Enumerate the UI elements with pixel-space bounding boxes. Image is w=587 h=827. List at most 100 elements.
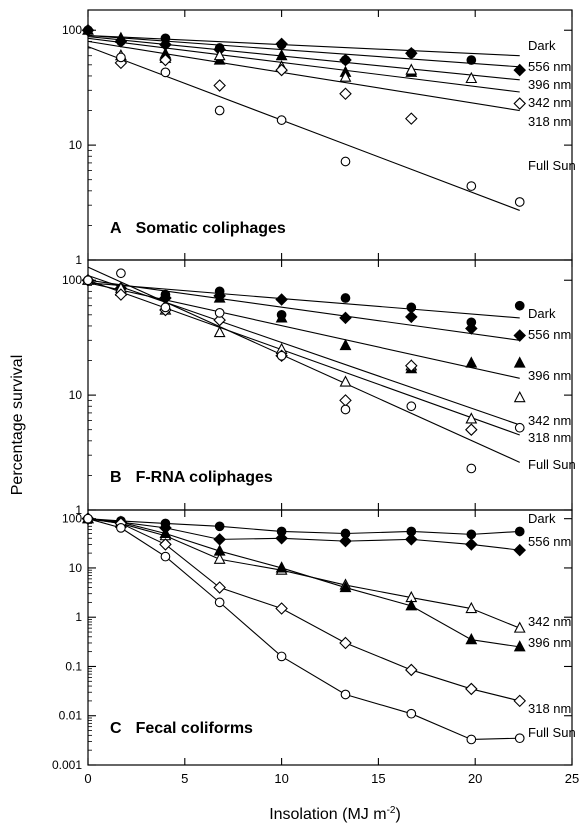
panel-title-text: Somatic coliphages [136,220,286,237]
data-point [275,63,288,77]
data-point [465,322,478,335]
series-label: Full Sun [528,158,576,173]
data-point [213,325,226,338]
data-point [159,53,172,67]
series-label: 396 nm [528,77,571,92]
fit-line [87,279,520,341]
series-556-nm [81,23,527,77]
y-tick-label: 100 [62,273,82,287]
data-point [275,532,288,545]
series-label: 556 nm [528,327,571,342]
panel-title: C Fecal coliforms [110,720,253,737]
data-point [115,31,127,43]
fit-line [87,34,520,68]
series-full-sun [83,513,525,745]
data-point [406,708,417,719]
x-axis-label-text: Insolation (MJ m [269,806,386,823]
data-point [275,293,288,306]
x-axis-label: Insolation (MJ m-2) [269,805,401,823]
data-point [513,63,527,77]
series-label: Full Sun [528,725,576,740]
panel-title: A Somatic coliphages [110,220,286,237]
series-label: 342 nm [528,413,571,428]
data-point [513,543,527,557]
fit-line [87,274,520,426]
data-point [405,533,418,546]
data-point [339,53,352,67]
data-point [160,67,171,78]
series-line [87,518,520,702]
y-tick-label: 0.01 [59,709,83,723]
series-dark [83,275,525,328]
data-point [214,521,225,532]
data-point [339,87,352,101]
series-label: Full Sun [528,457,576,472]
data-point [466,181,477,191]
plot-frame [87,509,573,766]
data-point [466,463,477,474]
fit-line [87,279,520,436]
y-tick-label: 1 [75,253,82,267]
panel-b: 1 10 100 Dark 556 nm 396 nm 342 nm 318 nm Full S… [62,259,576,517]
data-point [405,310,418,324]
data-point [340,404,351,415]
data-point [213,49,226,61]
data-point [275,311,288,323]
data-point [339,375,352,387]
series-396-nm [82,23,418,77]
data-point [513,97,527,110]
y-tick-label: 10 [69,561,83,575]
data-point [466,529,477,540]
data-point [465,356,478,368]
data-point [213,79,226,92]
data-point [513,329,527,342]
data-point [406,401,417,412]
data-point [513,694,527,708]
fit-line [87,37,520,93]
y-tick-label: 100 [62,23,82,37]
series-556-nm [81,512,527,557]
data-point [276,651,287,662]
y-tick-label: 10 [69,138,83,152]
data-point [82,23,94,35]
data-point [340,293,351,303]
y-tick-label: 0.001 [52,758,82,772]
data-point [83,513,93,524]
fit-line [87,40,520,112]
data-point [339,394,352,407]
data-point [116,268,126,279]
data-point [465,601,478,614]
series-full-sun [83,268,525,474]
series-556-nm [81,273,527,342]
panel-letter: A [110,220,122,237]
data-point [339,534,352,548]
data-point [513,621,526,633]
data-point [514,197,525,207]
data-point [405,663,418,677]
series-318-nm [114,53,527,125]
data-point [276,350,287,361]
y-axis-label: Percentage survival [9,355,26,496]
fit-line [87,282,520,379]
x-tick-label: 15 [371,771,385,786]
data-point [513,390,526,403]
fit-line [87,282,520,319]
data-point [465,682,478,696]
series-line [87,518,520,629]
data-point [340,689,351,700]
data-point [160,551,171,562]
data-point [514,422,525,433]
data-point [513,356,526,368]
panel-a: 1 10 100 Dark 556 nm 396 nm 342 nm 318 nm Full S… [62,9,576,267]
x-tick-label: 20 [468,771,482,786]
x-tick-label: 5 [181,771,188,786]
fit-line [87,46,520,211]
series-label: 342 nm [528,95,571,110]
series-line [87,518,520,551]
data-point [339,338,352,351]
fit-line [87,266,520,463]
data-point [405,47,418,60]
data-point [213,544,226,556]
